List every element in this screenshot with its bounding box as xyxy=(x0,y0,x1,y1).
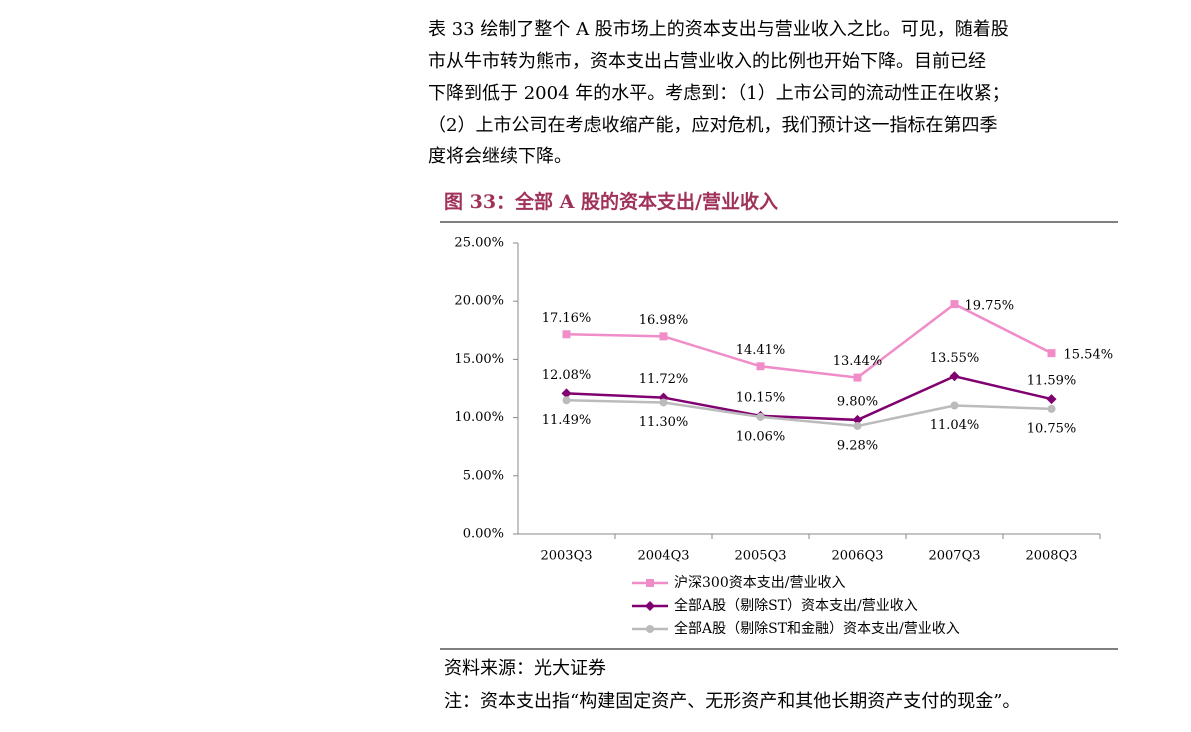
point xyxy=(659,398,668,407)
point xyxy=(562,330,571,339)
data-label: 10.15% xyxy=(736,390,786,405)
point xyxy=(561,388,572,399)
x-tick-label: 2007Q3 xyxy=(928,549,980,564)
data-label: 11.30% xyxy=(639,415,689,430)
legend-label: 沪深300资本支出/营业收入 xyxy=(674,575,845,591)
point xyxy=(853,373,862,382)
figure-title: 图 33：全部 A 股的资本支出/营业收入 xyxy=(444,190,778,213)
data-label: 9.80% xyxy=(837,394,878,409)
series-line xyxy=(566,399,1052,428)
paragraph-line: 下降到低于 2004 年的水平。考虑到：（1）上市公司的流动性正在收紧； xyxy=(428,83,1010,104)
point xyxy=(756,362,765,371)
y-tick-label: 0.00% xyxy=(463,527,504,542)
chart: 0.00% 5.00% 10.00% 15.00% 20.00% 25.00% 2003Q3… xyxy=(454,236,1113,638)
x-tick-label: 2004Q3 xyxy=(637,549,689,564)
paragraph-line: （2）上市公司在考虑收缩产能，应对危机，我们预计这一指标在第四季 xyxy=(428,115,997,136)
data-label: 17.16% xyxy=(542,311,592,326)
data-label: 19.75% xyxy=(965,299,1015,314)
point xyxy=(645,601,655,611)
source: 资料来源：光大证券 xyxy=(444,658,606,679)
data-label: 10.75% xyxy=(1027,421,1077,436)
data-label: 11.49% xyxy=(542,413,592,428)
x-tick-label: 2006Q3 xyxy=(831,549,883,564)
point xyxy=(950,300,959,309)
note: 注：资本支出指“构建固定资产、无形资产和其他长期资产支付的现金”。 xyxy=(444,691,1020,712)
data-label: 15.54% xyxy=(1064,348,1114,363)
series-line xyxy=(566,302,1053,379)
x-tick-label: 2005Q3 xyxy=(734,549,786,564)
legend-label: 全部A股（剔除ST）资本支出/营业收入 xyxy=(674,597,918,614)
y-tick-label: 25.00% xyxy=(454,236,504,251)
data-label: 9.28% xyxy=(837,438,878,453)
y-tick-label: 15.00% xyxy=(454,352,504,367)
y-tick-label: 20.00% xyxy=(454,294,504,309)
data-label: 13.55% xyxy=(930,351,980,366)
y-tick-label: 5.00% xyxy=(463,468,504,483)
x-tick-label: 2003Q3 xyxy=(540,549,592,564)
point xyxy=(853,421,862,430)
data-label: 12.08% xyxy=(542,368,592,383)
point xyxy=(950,401,959,410)
point xyxy=(659,332,668,341)
point xyxy=(1046,394,1057,405)
data-label: 16.98% xyxy=(639,313,689,328)
data-label: 11.59% xyxy=(1027,374,1077,389)
point xyxy=(646,579,654,587)
data-label: 11.04% xyxy=(930,418,980,433)
legend-label: 全部A股（剔除ST和金融）资本支出/营业收入 xyxy=(674,620,960,637)
y-tick-label: 10.00% xyxy=(454,410,504,425)
paragraph-line: 市从牛市转为熊市，资本支出占营业收入的比例也开始下降。目前已经 xyxy=(428,51,986,72)
series-line xyxy=(566,374,1052,422)
point xyxy=(1047,404,1056,413)
point xyxy=(562,396,571,405)
point xyxy=(949,371,960,382)
point xyxy=(852,414,863,425)
point xyxy=(756,412,765,421)
data-label: 10.06% xyxy=(736,429,786,444)
point xyxy=(1047,349,1056,358)
data-label: 14.41% xyxy=(736,343,786,358)
point xyxy=(646,625,654,633)
data-label: 11.72% xyxy=(639,372,689,387)
data-label: 13.44% xyxy=(833,354,883,369)
paragraph-line: 度将会继续下降。 xyxy=(428,146,572,167)
x-tick-label: 2008Q3 xyxy=(1025,549,1077,564)
paragraph-line: 表 33 绘制了整个 A 股市场上的资本支出与营业收入之比。可见，随着股 xyxy=(428,19,1009,40)
